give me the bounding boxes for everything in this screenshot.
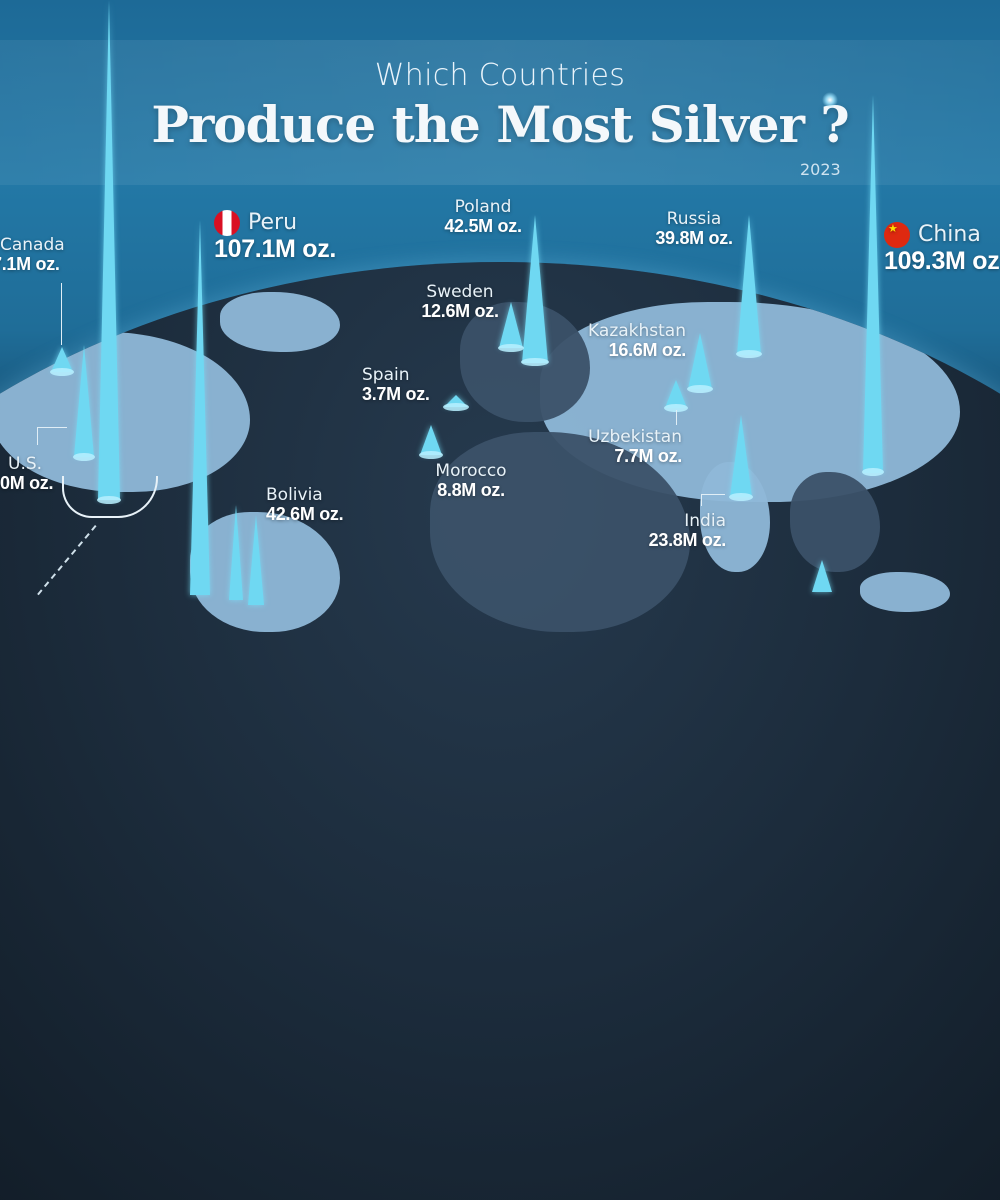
country-value: 107.1M oz.: [214, 235, 337, 263]
country-name: Morocco: [435, 461, 507, 481]
label-india: India 23.8M oz.: [640, 511, 727, 550]
country-value: 0M oz.: [0, 472, 54, 493]
label-kazakhstan: Kazakhstan 16.6M oz.: [576, 322, 686, 360]
spike-base-canada: [50, 368, 74, 376]
label-china: China 109.3M oz: [884, 222, 1000, 276]
label-sweden: Sweden 12.6M oz.: [420, 283, 500, 321]
spike-base-poland: [521, 358, 549, 366]
spike-base-us: [73, 453, 95, 461]
country-name: Russia: [666, 209, 722, 229]
country-name: Uzbekistan: [588, 427, 682, 447]
country-value: 12.6M oz.: [421, 300, 499, 321]
spike-base-spain: [443, 403, 469, 411]
land-indonesia: [860, 572, 950, 612]
country-name: Sweden: [426, 282, 494, 302]
country-name: Canada: [0, 235, 65, 255]
spike-india: [730, 415, 752, 497]
spike-poland: [522, 215, 548, 363]
spike-kazakhstan: [688, 333, 712, 389]
spike-us: [74, 345, 94, 457]
country-value: 42.5M oz.: [444, 215, 522, 236]
spike-morocco: [420, 425, 442, 455]
country-name: Poland: [454, 197, 512, 217]
spike-russia: [737, 215, 761, 355]
spike-peru: [190, 220, 210, 595]
spike-uzbekistan: [665, 380, 687, 408]
leader-us-v: [37, 427, 38, 445]
label-russia: Russia 39.8M oz.: [653, 210, 735, 248]
country-name: Kazakhstan: [588, 321, 686, 341]
land-africa: [430, 432, 690, 632]
label-spain: Spain 3.7M oz.: [362, 366, 430, 404]
spike-china: [863, 95, 883, 473]
land-southeast-asia: [790, 472, 880, 572]
label-poland: Poland 42.5M oz.: [443, 198, 523, 236]
sparkle-icon: [822, 92, 838, 108]
country-value: 3.7M oz.: [362, 383, 430, 404]
spike-australia-area: [812, 560, 832, 592]
china-flag-icon: [884, 222, 910, 248]
land-greenland: [220, 292, 340, 352]
spike-sweden: [499, 302, 523, 348]
country-name: Bolivia: [266, 485, 323, 505]
leader-canada: [61, 283, 62, 345]
spike-mexico: [98, 0, 120, 500]
country-name: China: [918, 222, 981, 247]
land-south-america: [190, 512, 340, 632]
spike-base-morocco: [419, 451, 443, 459]
country-name: Peru: [248, 210, 298, 235]
year-label: 2023: [800, 160, 841, 179]
spike-base-china: [862, 468, 884, 476]
subtitle: Which Countries: [374, 58, 626, 93]
country-value: 16.6M oz.: [608, 339, 687, 360]
spike-base-kazakhstan: [687, 385, 713, 393]
country-value: 42.6M oz.: [266, 503, 344, 524]
label-bolivia: Bolivia 42.6M oz.: [266, 485, 344, 524]
country-value: 39.8M oz.: [655, 227, 733, 248]
leader-india-h: [701, 494, 725, 495]
spike-base-russia: [736, 350, 762, 358]
spike-base-india: [729, 493, 753, 501]
country-name: U.S.: [8, 454, 43, 474]
label-canada: Canada 7.1M oz.: [0, 236, 65, 274]
country-name: Spain: [362, 365, 410, 385]
country-value: 7.1M oz.: [0, 253, 60, 274]
spike-base-uzbekistan: [664, 404, 688, 412]
leader-india-v: [701, 494, 702, 506]
title-band: [0, 40, 1000, 185]
country-name: India: [684, 511, 726, 531]
country-value: 7.7M oz.: [614, 445, 682, 466]
leader-us-h: [37, 427, 67, 428]
country-value: 23.8M oz.: [648, 529, 727, 550]
leader-uzbekistan: [676, 410, 677, 425]
peru-flag-icon: [214, 210, 240, 236]
spike-bolivia-2: [229, 505, 243, 600]
label-us: U.S. 0M oz.: [0, 454, 54, 493]
label-morocco: Morocco 8.8M oz.: [428, 462, 514, 500]
page-title: Produce the Most Silver ?: [151, 95, 849, 154]
spike-base-mexico: [97, 496, 121, 504]
label-uzbekistan: Uzbekistan 7.7M oz.: [572, 428, 682, 466]
country-value: 109.3M oz: [884, 247, 1000, 275]
label-peru: Peru 107.1M oz.: [214, 210, 336, 264]
spike-canada: [51, 347, 73, 372]
spike-base-sweden: [498, 344, 524, 352]
country-value: 8.8M oz.: [437, 479, 505, 500]
globe-map: [0, 262, 1000, 1200]
spike-bolivia: [248, 515, 264, 605]
